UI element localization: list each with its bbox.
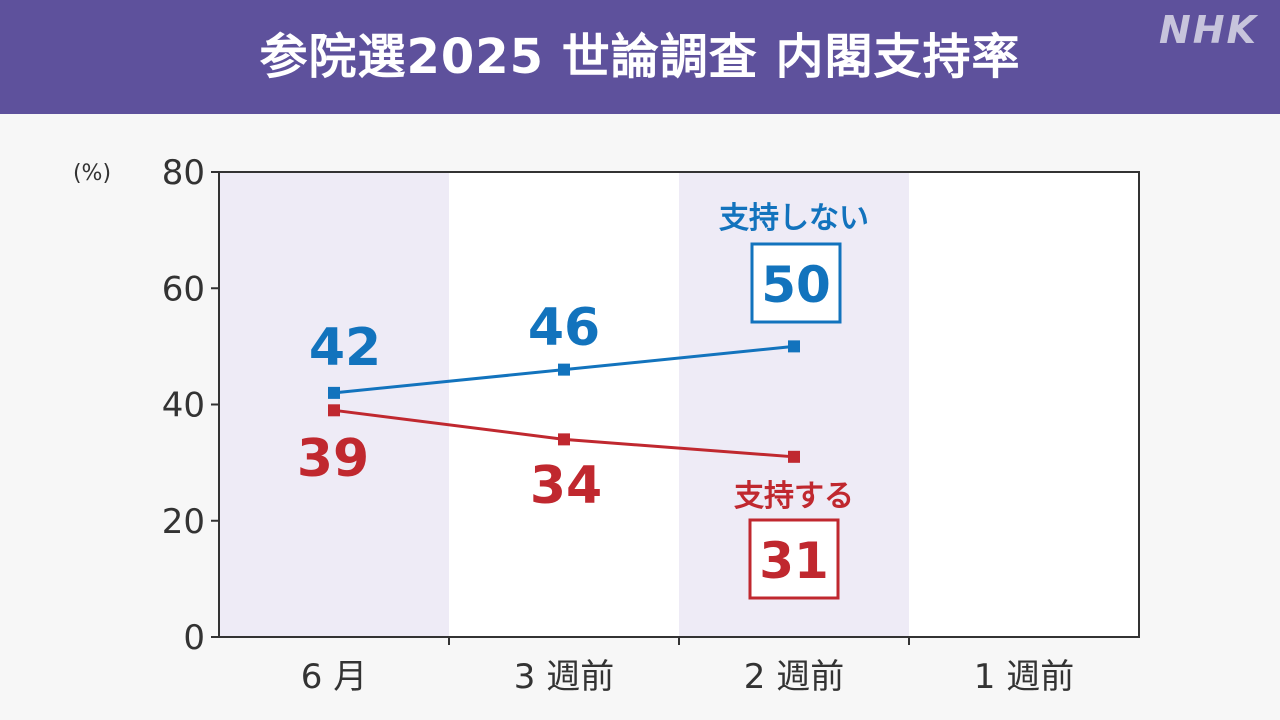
y-tick-label: 80	[162, 153, 205, 193]
y-axis-unit: (%)	[73, 161, 111, 186]
x-tick-label: 2 週前	[744, 657, 844, 697]
data-label: 34	[530, 456, 602, 516]
latest-box-support	[748, 518, 840, 600]
data-point	[558, 433, 570, 446]
title-bar	[0, 0, 1280, 114]
y-tick-label: 60	[162, 269, 205, 309]
x-tick-label: 6 月	[301, 657, 367, 697]
data-label: 42	[309, 318, 381, 378]
y-tick-label: 0	[183, 618, 205, 658]
latest-value-support: 31	[759, 532, 829, 590]
x-tick-label: 3 週前	[514, 657, 614, 697]
data-point	[328, 386, 340, 399]
y-tick-label: 40	[162, 386, 205, 426]
data-label: 39	[297, 429, 369, 489]
data-label: 46	[528, 298, 600, 358]
data-point	[328, 404, 340, 417]
data-point	[558, 363, 570, 376]
series-label-support: 支持する	[734, 479, 854, 514]
nhk-logo: NHK	[1158, 8, 1258, 52]
latest-box-not-support	[750, 242, 842, 324]
y-tick-label: 20	[162, 502, 205, 542]
data-point	[788, 340, 800, 353]
series-label-not-support: 支持しない	[719, 201, 869, 236]
page-title: 参院選2025 世論調査 内閣支持率	[259, 29, 1021, 85]
latest-value-not-support: 50	[761, 256, 831, 314]
x-tick-label: 1 週前	[974, 657, 1074, 697]
data-point	[788, 450, 800, 463]
